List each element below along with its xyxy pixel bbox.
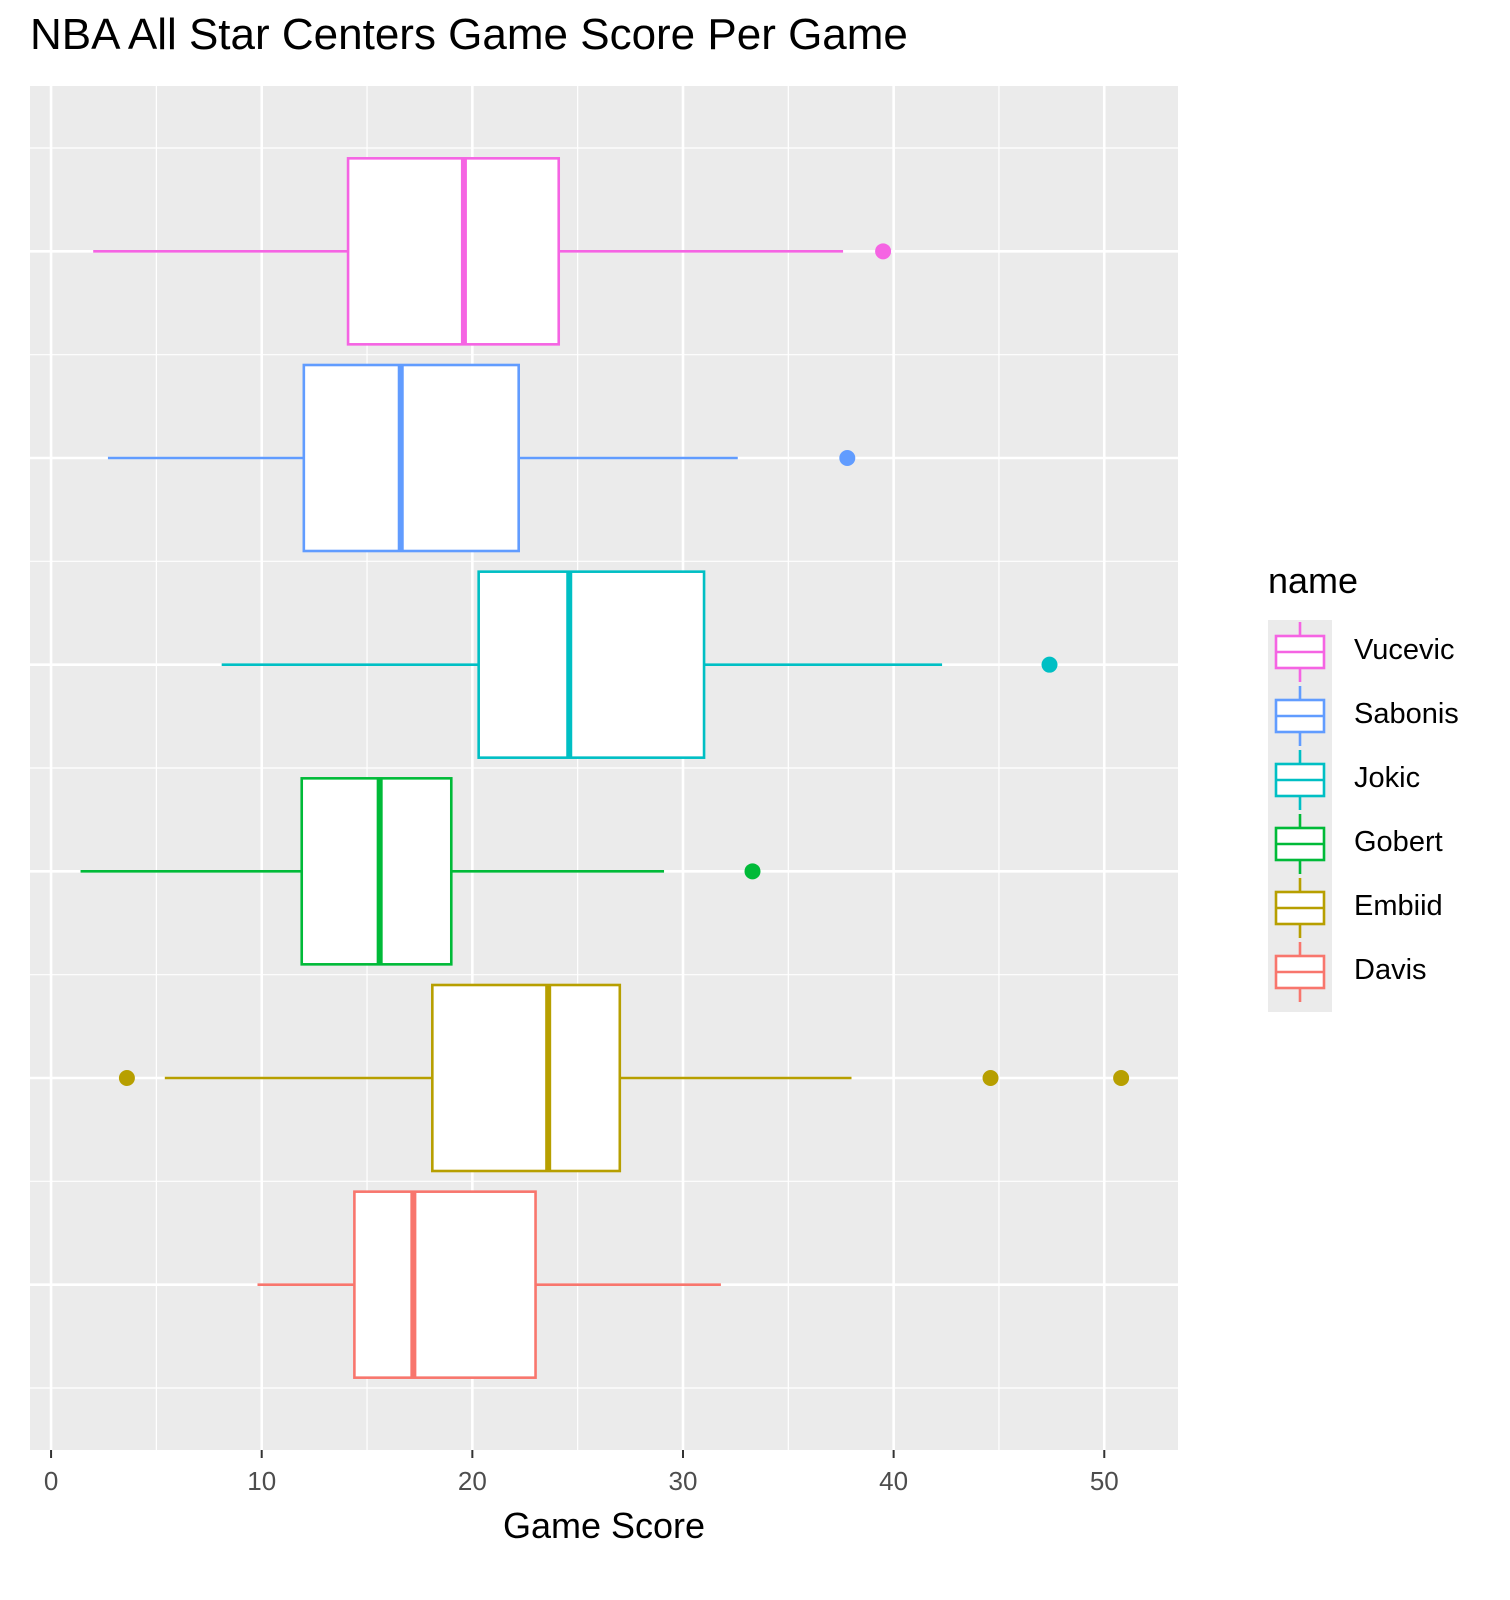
x-axis: 0 10 20 30 40 50: [44, 1450, 1119, 1496]
legend-item-jokic: Jokic: [1268, 748, 1510, 812]
chart-title: NBA All Star Centers Game Score Per Game: [30, 10, 908, 59]
legend-key-icon: [1274, 622, 1326, 682]
legend: name Vucevic Sabonis Jokic Gobert Embiid Davi…: [1268, 560, 1459, 1012]
legend-key-icon: [1274, 814, 1326, 874]
box-iqr: [300, 777, 453, 966]
legend-title: name: [1268, 560, 1359, 601]
legend-key-icon: [1274, 750, 1326, 810]
outlier-point: [839, 450, 856, 466]
x-tick-label: 40: [879, 1466, 908, 1496]
x-axis-title: Game Score: [503, 1505, 705, 1546]
outlier-point: [118, 1070, 135, 1086]
x-tick-label: 30: [669, 1466, 698, 1496]
legend-key-icon: [1274, 942, 1326, 1002]
outlier-point: [875, 243, 892, 260]
legend-key-icon: [1274, 686, 1326, 746]
outlier-point: [1113, 1070, 1130, 1086]
legend-label: Davis: [1354, 954, 1427, 986]
legend-label: Jokic: [1354, 762, 1421, 794]
legend-item-embiid: Embiid: [1268, 876, 1510, 940]
box-gobert: [80, 777, 761, 966]
outlier-point: [1041, 656, 1058, 673]
box-iqr: [346, 157, 561, 346]
box-sabonis: [107, 363, 856, 553]
legend-item-vucevic: Vucevic: [1268, 620, 1510, 684]
legend-label: Embiid: [1354, 890, 1443, 922]
legend-label: Gobert: [1354, 826, 1443, 858]
box-iqr: [477, 570, 706, 759]
outlier-point: [744, 863, 761, 880]
x-tick-label: 20: [458, 1466, 487, 1496]
legend-label: Vucevic: [1354, 634, 1455, 666]
box-jokic: [221, 570, 1058, 759]
box-embiid: [118, 983, 1130, 1173]
x-tick-label: 50: [1090, 1466, 1119, 1496]
x-tick-label: 10: [247, 1466, 276, 1496]
box-iqr: [302, 363, 520, 553]
box-davis: [257, 1190, 721, 1379]
box-series: [80, 157, 1130, 1379]
x-tick-label: 0: [44, 1466, 58, 1496]
legend-label: Sabonis: [1354, 698, 1459, 730]
legend-item-davis: Davis: [1268, 940, 1510, 1004]
legend-item-gobert: Gobert: [1268, 812, 1510, 876]
box-iqr: [353, 1190, 537, 1379]
outlier-point: [982, 1070, 999, 1086]
box-vucevic: [93, 157, 892, 346]
box-iqr: [431, 983, 622, 1173]
legend-key-icon: [1274, 878, 1326, 938]
legend-item-sabonis: Sabonis: [1268, 684, 1510, 748]
